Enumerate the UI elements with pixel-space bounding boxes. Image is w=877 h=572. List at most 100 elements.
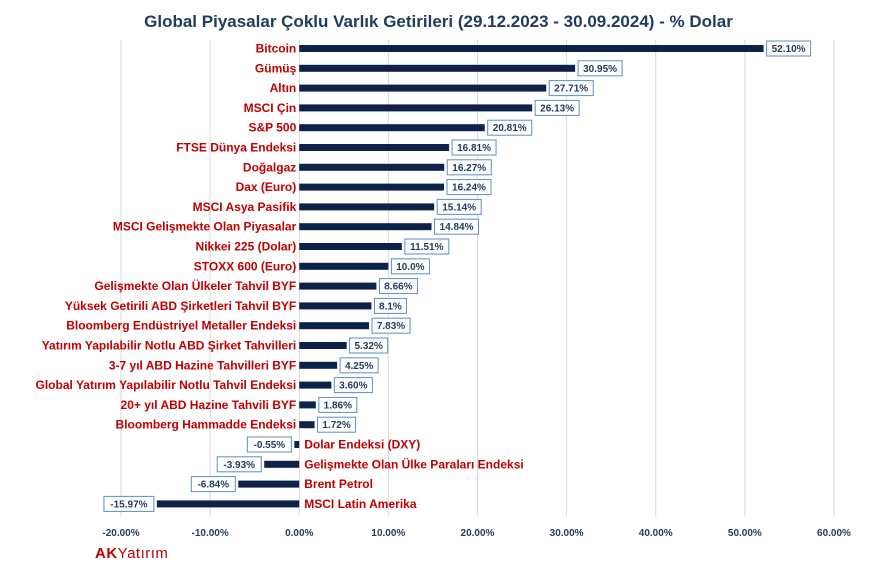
data-label-box	[103, 495, 155, 512]
x-tick-label: 10.00%	[371, 528, 405, 539]
data-label: 11.51%	[410, 242, 443, 253]
bar	[299, 183, 444, 191]
bar	[156, 500, 300, 508]
data-label-box	[487, 119, 533, 136]
bar	[299, 144, 450, 151]
bar-layer	[156, 45, 764, 508]
grid-layer	[120, 40, 835, 516]
data-label-box	[333, 377, 373, 394]
category-label: Bloomberg Hammadde Endeksi	[116, 418, 297, 432]
data-label: -0.55%	[254, 440, 286, 451]
bar	[299, 381, 332, 389]
category-label: MSCI Gelişmekte Olan Piyasalar	[113, 220, 297, 234]
data-label-box	[371, 317, 411, 334]
category-label: Dax (Euro)	[236, 180, 297, 194]
data-label: -3.93%	[223, 460, 255, 471]
category-label: 3-7 yıl ABD Hazine Tahvilleri BYF	[109, 358, 296, 372]
x-tick-label: 0.00%	[285, 528, 313, 539]
x-tick-label: -10.00%	[192, 528, 229, 539]
data-label: -6.84%	[197, 480, 229, 491]
bar	[299, 203, 435, 211]
data-label-box	[317, 416, 357, 433]
x-tick-label: 40.00%	[639, 528, 673, 539]
data-label-box	[216, 456, 262, 473]
category-label: Brent Petrol	[304, 477, 373, 491]
category-label: Nikkei 225 (Dolar)	[196, 240, 297, 254]
x-tick-label: 30.00%	[550, 528, 584, 539]
category-label: MSCI Asya Pasifik	[193, 200, 297, 214]
data-label-box	[390, 258, 430, 275]
data-label: 26.13%	[540, 103, 574, 114]
bar	[294, 441, 300, 448]
data-label: 10.0%	[396, 262, 424, 273]
data-label: 5.32%	[354, 341, 382, 352]
category-label: S&P 500	[248, 121, 296, 135]
data-label: 8.1%	[379, 301, 402, 312]
bar	[299, 342, 347, 349]
x-tick-label: 20.00%	[461, 528, 495, 539]
data-label-box	[246, 436, 292, 453]
data-label: 20.81%	[493, 123, 527, 134]
category-label: Gümüş	[255, 61, 297, 75]
category-label: Gelişmekte Olan Ülke Paraları Endeksi	[304, 456, 523, 471]
bar	[299, 401, 316, 409]
bar	[299, 421, 315, 429]
data-label-box	[434, 218, 480, 235]
data-label-box	[534, 99, 580, 116]
category-label: Altın	[270, 81, 297, 95]
category-label: Gelişmekte Olan Ülkeler Tahvil BYF	[94, 278, 296, 293]
bar	[299, 322, 370, 330]
bar	[299, 223, 432, 231]
data-label: 1.86%	[324, 400, 352, 411]
data-label: 8.66%	[384, 282, 412, 293]
tick-layer: -20.00% -10.00% 0.00% 10.00% 20.00% 30.00% 40.…	[102, 528, 851, 539]
data-label-box	[404, 238, 450, 255]
data-label: 3.60%	[339, 381, 367, 392]
data-label: 7.83%	[377, 321, 405, 332]
category-label: Doğalgaz	[243, 160, 296, 174]
x-tick-label: 60.00%	[817, 528, 851, 539]
label-layer: Bitcoin 52.10% Gümüş 30.95% Altın 27.71% MSCI …	[36, 40, 812, 512]
category-label: Yüksek Getirili ABD Şirketleri Tahvil BY…	[65, 299, 296, 313]
data-label-box	[577, 60, 623, 77]
data-label-box	[378, 278, 418, 295]
data-label-box	[349, 337, 389, 354]
data-label-box	[339, 357, 379, 374]
data-label: -15.97%	[110, 499, 147, 510]
data-label: 16.24%	[452, 183, 486, 194]
logo-brand-bold: AK	[95, 545, 118, 562]
data-label: 15.14%	[442, 202, 476, 213]
data-label: 16.81%	[457, 143, 491, 154]
category-label: Yatırım Yapılabilir Notlu ABD Şirket Tah…	[42, 339, 297, 353]
bar	[299, 243, 402, 250]
data-label-box	[190, 476, 236, 493]
data-label-box	[446, 159, 492, 176]
bar	[299, 104, 533, 112]
x-tick-label: 50.00%	[728, 528, 762, 539]
data-label: 16.27%	[452, 163, 486, 174]
bar	[299, 302, 372, 310]
bar	[299, 361, 338, 369]
chart-title: Global Piyasalar Çoklu Varlık Getirileri…	[144, 12, 733, 31]
data-label-box	[766, 40, 812, 57]
bar	[264, 460, 300, 468]
category-label: Global Yatırım Yapılabilir Notlu Tahvil …	[36, 378, 297, 392]
category-label: 20+ yıl ABD Hazine Tahvili BYF	[121, 398, 297, 412]
bar	[299, 64, 576, 72]
bar	[299, 163, 445, 171]
bar	[299, 124, 485, 132]
category-label: FTSE Dünya Endeksi	[176, 141, 296, 155]
data-label-box	[548, 80, 594, 97]
category-label: MSCI Çin	[244, 101, 297, 115]
bar	[299, 262, 389, 270]
bar	[299, 84, 547, 92]
category-label: Bitcoin	[256, 42, 297, 56]
bar	[299, 282, 377, 290]
data-label-box	[436, 198, 482, 215]
data-label: 1.72%	[322, 420, 350, 431]
data-label: 27.71%	[554, 84, 588, 95]
category-label: Bloomberg Endüstriyel Metaller Endeksi	[66, 319, 296, 333]
akyatirim-logo: AKYatırım	[95, 545, 168, 562]
bar	[299, 45, 764, 52]
